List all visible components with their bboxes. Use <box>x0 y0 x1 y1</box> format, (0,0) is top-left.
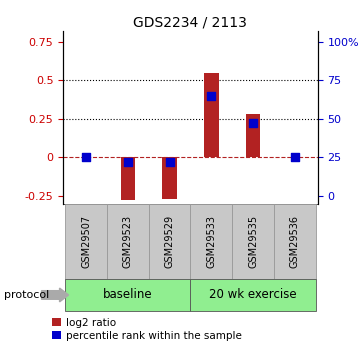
Bar <box>191 204 232 279</box>
Title: GDS2234 / 2113: GDS2234 / 2113 <box>134 16 247 30</box>
Text: GSM29529: GSM29529 <box>165 215 175 268</box>
Text: protocol: protocol <box>4 290 49 300</box>
Point <box>208 93 214 99</box>
Legend: log2 ratio, percentile rank within the sample: log2 ratio, percentile rank within the s… <box>50 316 244 343</box>
Bar <box>121 157 135 200</box>
Text: GSM29507: GSM29507 <box>81 215 91 268</box>
Text: 20 wk exercise: 20 wk exercise <box>209 288 297 302</box>
Text: baseline: baseline <box>103 288 153 302</box>
Point <box>125 159 131 165</box>
Text: GSM29523: GSM29523 <box>123 215 133 268</box>
Point <box>83 155 89 160</box>
Point <box>250 121 256 126</box>
Bar <box>191 279 316 311</box>
Bar <box>149 204 191 279</box>
Bar <box>107 204 149 279</box>
Bar <box>204 73 219 157</box>
Text: GSM29535: GSM29535 <box>248 215 258 268</box>
Bar <box>65 204 107 279</box>
Text: GSM29533: GSM29533 <box>206 215 216 268</box>
Bar <box>162 157 177 199</box>
Text: GSM29536: GSM29536 <box>290 215 300 268</box>
Bar <box>232 204 274 279</box>
Bar <box>246 114 260 157</box>
Point <box>167 159 173 165</box>
Bar <box>65 279 191 311</box>
Bar <box>274 204 316 279</box>
Point <box>292 155 297 160</box>
